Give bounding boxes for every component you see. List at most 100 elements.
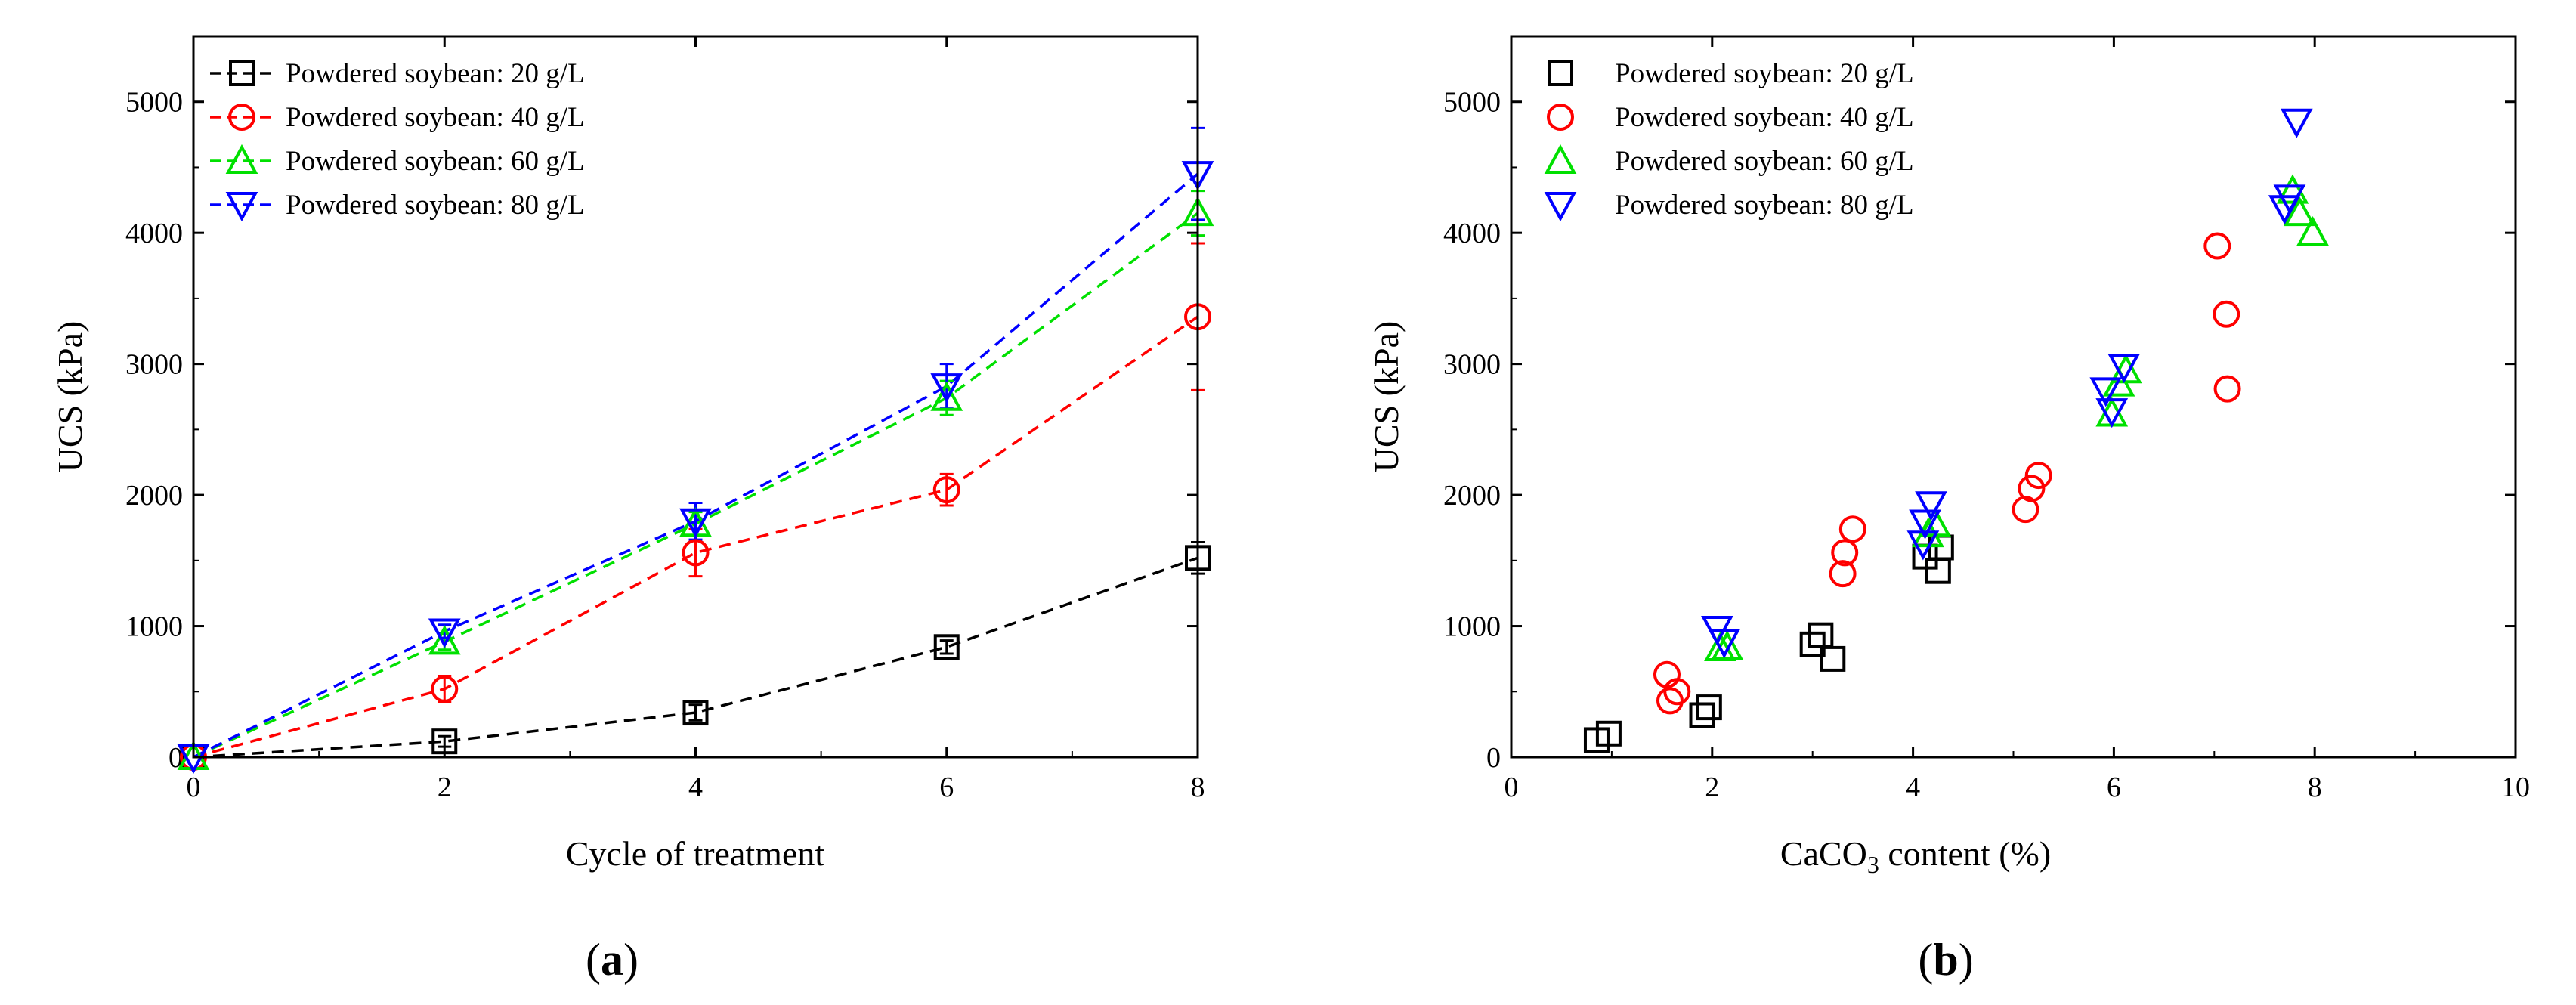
panel-b-xtick-label: 0 — [1504, 772, 1519, 803]
panel-a-legend-marker — [229, 60, 255, 86]
panel-a-series-line-0 — [193, 556, 1198, 757]
panel-a-legend-marker — [225, 144, 258, 174]
panel-b-point — [2203, 232, 2231, 260]
panel-a-ylabel: UCS (kPa) — [51, 321, 89, 473]
panel-a-xtick-label: 0 — [187, 772, 201, 803]
panel-b-point — [1689, 702, 1715, 728]
panel-b-point — [2024, 462, 2052, 490]
panel-a-chart: 0 2 4 6 8 0 1000 2000 3000 4000 5000 Powdered soyb… — [51, 35, 1214, 985]
panel-a-ytick-label: 3000 — [125, 349, 183, 381]
panel-b-point — [2283, 196, 2316, 227]
panel-a-xtick-label: 2 — [438, 772, 452, 803]
panel-a-xtick-label: 6 — [939, 772, 954, 803]
panel-a-series-line-3 — [193, 172, 1198, 757]
panel-a-markers — [177, 161, 1214, 775]
panel-b-ytick-label: 1000 — [1443, 611, 1501, 643]
panel-a-legend: Powdered soybean: 20 g/L Powdered soybean… — [210, 58, 585, 222]
panel-b-point — [2089, 377, 2123, 407]
panel-b-legend: Powdered soybean: 20 g/L Powdered soybean… — [1544, 58, 1914, 222]
panel-a-point — [933, 634, 960, 660]
panel-b-point — [2018, 475, 2046, 502]
panel-a-legend-marker — [228, 104, 255, 131]
panel-b-xlabel: CaCO3 content (%) — [1780, 834, 2051, 878]
panel-a-legend-label: Powdered soybean: 40 g/L — [286, 102, 585, 133]
panel-b-point — [2273, 184, 2306, 215]
panel-b-legend-label: Powdered soybean: 60 g/L — [1615, 146, 1914, 177]
panel-a-series-lines — [193, 172, 1198, 757]
panel-b-point — [2213, 300, 2240, 328]
panel-b-label: (b) — [1918, 935, 1973, 985]
panel-b-markers — [1583, 108, 2329, 753]
panel-b-point — [2095, 397, 2129, 427]
panel-b-point — [1829, 560, 1857, 588]
panel-a-point — [431, 675, 459, 703]
panel-b-point — [1656, 687, 1684, 715]
panel-b-ylabel: UCS (kPa) — [1367, 321, 1406, 473]
panel-a-legend-label: Powdered soybean: 20 g/L — [286, 58, 585, 89]
panel-b-point — [2276, 174, 2309, 204]
panel-a-point — [930, 381, 963, 411]
panel-a-series-line-1 — [193, 315, 1198, 757]
panel-b-point — [1838, 515, 1866, 543]
panel-b-chart: 0 2 4 6 8 10 0 1000 2000 3000 4000 5000 Powdered so… — [1367, 35, 2530, 985]
panel-b-xtick-label: 8 — [2308, 772, 2322, 803]
panel-a-ytick-label: 0 — [169, 742, 183, 774]
panel-b-xtick-label: 6 — [2107, 772, 2121, 803]
panel-b-ytick-label: 3000 — [1443, 349, 1501, 381]
panel-b-point — [1925, 558, 1951, 584]
panel-b-point — [2280, 108, 2313, 138]
panel-a-ytick-label: 4000 — [125, 218, 183, 249]
panel-b-legend-label: Powdered soybean: 40 g/L — [1615, 102, 1914, 133]
panel-a-point — [932, 476, 960, 504]
panel-b-xtick-label: 10 — [2501, 772, 2530, 803]
panel-a-point — [428, 618, 461, 648]
panel-b-point — [1808, 622, 1834, 648]
panel-a-point — [930, 373, 963, 404]
panel-b-point — [1663, 678, 1691, 706]
panel-b-legend-marker — [1547, 104, 1574, 131]
panel-a-series-line-2 — [193, 212, 1198, 757]
panel-a-ytick-label: 2000 — [125, 480, 183, 512]
panel-b-point — [2213, 375, 2241, 403]
panel-b-point — [1915, 491, 1947, 521]
panel-a-point — [428, 625, 461, 655]
panel-a-label: (a) — [586, 935, 639, 985]
panel-a-error-bars — [438, 126, 1205, 748]
panel-b-point — [2107, 354, 2141, 384]
panel-a-legend-label: Powdered soybean: 80 g/L — [286, 190, 585, 221]
panel-b-point — [1595, 720, 1622, 747]
panel-a-ytick-label: 1000 — [125, 611, 183, 643]
panel-b-legend-marker — [1544, 144, 1577, 174]
panel-a-legend-marker — [225, 192, 258, 222]
panel-a-legend-label: Powdered soybean: 60 g/L — [286, 146, 585, 177]
panel-a-ytick-label: 5000 — [125, 87, 183, 119]
panel-b-xtick-label: 4 — [1906, 772, 1920, 803]
panel-a-xtick-label: 8 — [1191, 772, 1205, 803]
panel-a-xlabel: Cycle of treatment — [566, 834, 825, 873]
panel-b-point — [2095, 398, 2129, 428]
panel-b-legend-marker — [1544, 192, 1577, 222]
panel-b-legend-label: Powdered soybean: 20 g/L — [1615, 58, 1914, 89]
panel-b-legend-marker — [1548, 60, 1573, 86]
panel-a-point — [682, 539, 710, 567]
panel-b-frame — [1510, 35, 2517, 759]
panel-a-xtick-label: 4 — [688, 772, 703, 803]
panel-b-point — [1820, 645, 1846, 672]
panel-b-point — [1831, 539, 1859, 567]
panel-b-legend-label: Powdered soybean: 80 g/L — [1615, 190, 1914, 221]
panel-a-frame — [192, 35, 1199, 759]
panel-b-ytick-label: 0 — [1486, 742, 1501, 774]
panel-b-point — [1696, 694, 1722, 721]
panel-b-point — [1708, 629, 1741, 659]
panel-b-ytick-label: 2000 — [1443, 480, 1501, 512]
panel-b-point — [1909, 509, 1941, 540]
panel-a-point — [679, 508, 712, 538]
panel-a-point — [431, 728, 458, 755]
panel-b-xtick-label: 2 — [1705, 772, 1719, 803]
panel-b-point — [2296, 216, 2329, 246]
panel-a-point — [682, 700, 709, 726]
panel-b-ticks: 0 2 4 6 8 10 0 1000 2000 3000 4000 5000 — [1443, 36, 2530, 803]
panel-b-ytick-label: 4000 — [1443, 218, 1501, 249]
panel-b-ytick-label: 5000 — [1443, 87, 1501, 119]
